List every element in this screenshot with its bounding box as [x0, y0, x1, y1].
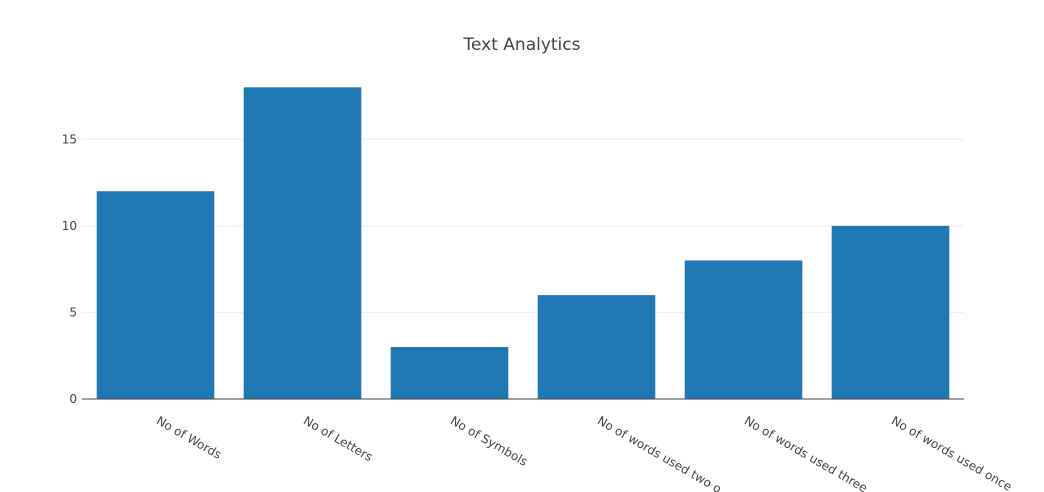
x-tick-label: No of words used two o [595, 413, 724, 492]
x-axis-labels: No of Words No of Letters No of Symbols No … [154, 413, 1014, 492]
bar[interactable] [96, 191, 215, 399]
x-tick-label: No of Letters [301, 413, 375, 464]
bar[interactable] [831, 225, 950, 399]
chart-title: Text Analytics [463, 35, 581, 55]
x-tick-label: No of Symbols [448, 413, 530, 468]
y-tick-label: 10 [62, 219, 77, 233]
y-tick-label: 5 [69, 305, 77, 319]
y-tick-label: 15 [62, 132, 77, 146]
x-tick-label: No of words used once [889, 413, 1014, 492]
bar[interactable] [684, 260, 803, 399]
bar[interactable] [243, 87, 362, 399]
bar[interactable] [390, 347, 509, 399]
y-tick-label: 0 [69, 392, 77, 406]
gridlines [82, 138, 964, 313]
x-tick-label: No of Words [154, 413, 224, 461]
bar[interactable] [537, 295, 656, 399]
y-axis-ticks: 0 5 10 15 [62, 132, 77, 406]
bars [96, 87, 950, 399]
x-tick-label: No of words used three [742, 413, 870, 492]
